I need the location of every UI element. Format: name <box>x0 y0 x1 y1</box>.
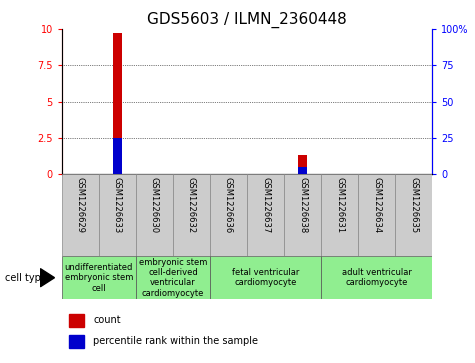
Text: GSM1226630: GSM1226630 <box>150 177 159 233</box>
Bar <box>358 174 395 256</box>
Bar <box>210 256 321 299</box>
Bar <box>298 155 307 174</box>
Bar <box>321 174 358 256</box>
Text: adult ventricular
cardiomyocyte: adult ventricular cardiomyocyte <box>342 268 412 287</box>
Bar <box>62 256 136 299</box>
Title: GDS5603 / ILMN_2360448: GDS5603 / ILMN_2360448 <box>147 12 347 28</box>
Text: embryonic stem
cell-derived
ventricular
cardiomyocyte: embryonic stem cell-derived ventricular … <box>139 258 207 298</box>
Text: GSM1226629: GSM1226629 <box>76 177 85 233</box>
Text: GSM1226636: GSM1226636 <box>224 177 233 233</box>
Text: GSM1226633: GSM1226633 <box>113 177 122 233</box>
Bar <box>62 174 99 256</box>
Text: GSM1226635: GSM1226635 <box>409 177 418 233</box>
Bar <box>210 174 247 256</box>
Bar <box>284 174 321 256</box>
Polygon shape <box>40 269 55 287</box>
Bar <box>69 314 84 327</box>
Text: cell type: cell type <box>5 273 47 283</box>
Bar <box>173 174 210 256</box>
Text: undifferentiated
embryonic stem
cell: undifferentiated embryonic stem cell <box>65 263 133 293</box>
Text: GSM1226637: GSM1226637 <box>261 177 270 233</box>
Bar <box>298 167 307 174</box>
Bar <box>136 174 173 256</box>
Bar <box>113 33 122 174</box>
Text: fetal ventricular
cardiomyocyte: fetal ventricular cardiomyocyte <box>232 268 299 287</box>
Bar <box>247 174 284 256</box>
Text: GSM1226638: GSM1226638 <box>298 177 307 233</box>
Text: GSM1226634: GSM1226634 <box>372 177 381 233</box>
Bar <box>321 256 432 299</box>
Text: GSM1226632: GSM1226632 <box>187 177 196 233</box>
Bar <box>395 174 432 256</box>
Text: GSM1226631: GSM1226631 <box>335 177 344 233</box>
Bar <box>113 138 122 174</box>
Bar <box>69 335 84 348</box>
Bar <box>99 174 136 256</box>
Bar <box>136 256 210 299</box>
Text: count: count <box>93 315 121 325</box>
Text: percentile rank within the sample: percentile rank within the sample <box>93 336 258 346</box>
